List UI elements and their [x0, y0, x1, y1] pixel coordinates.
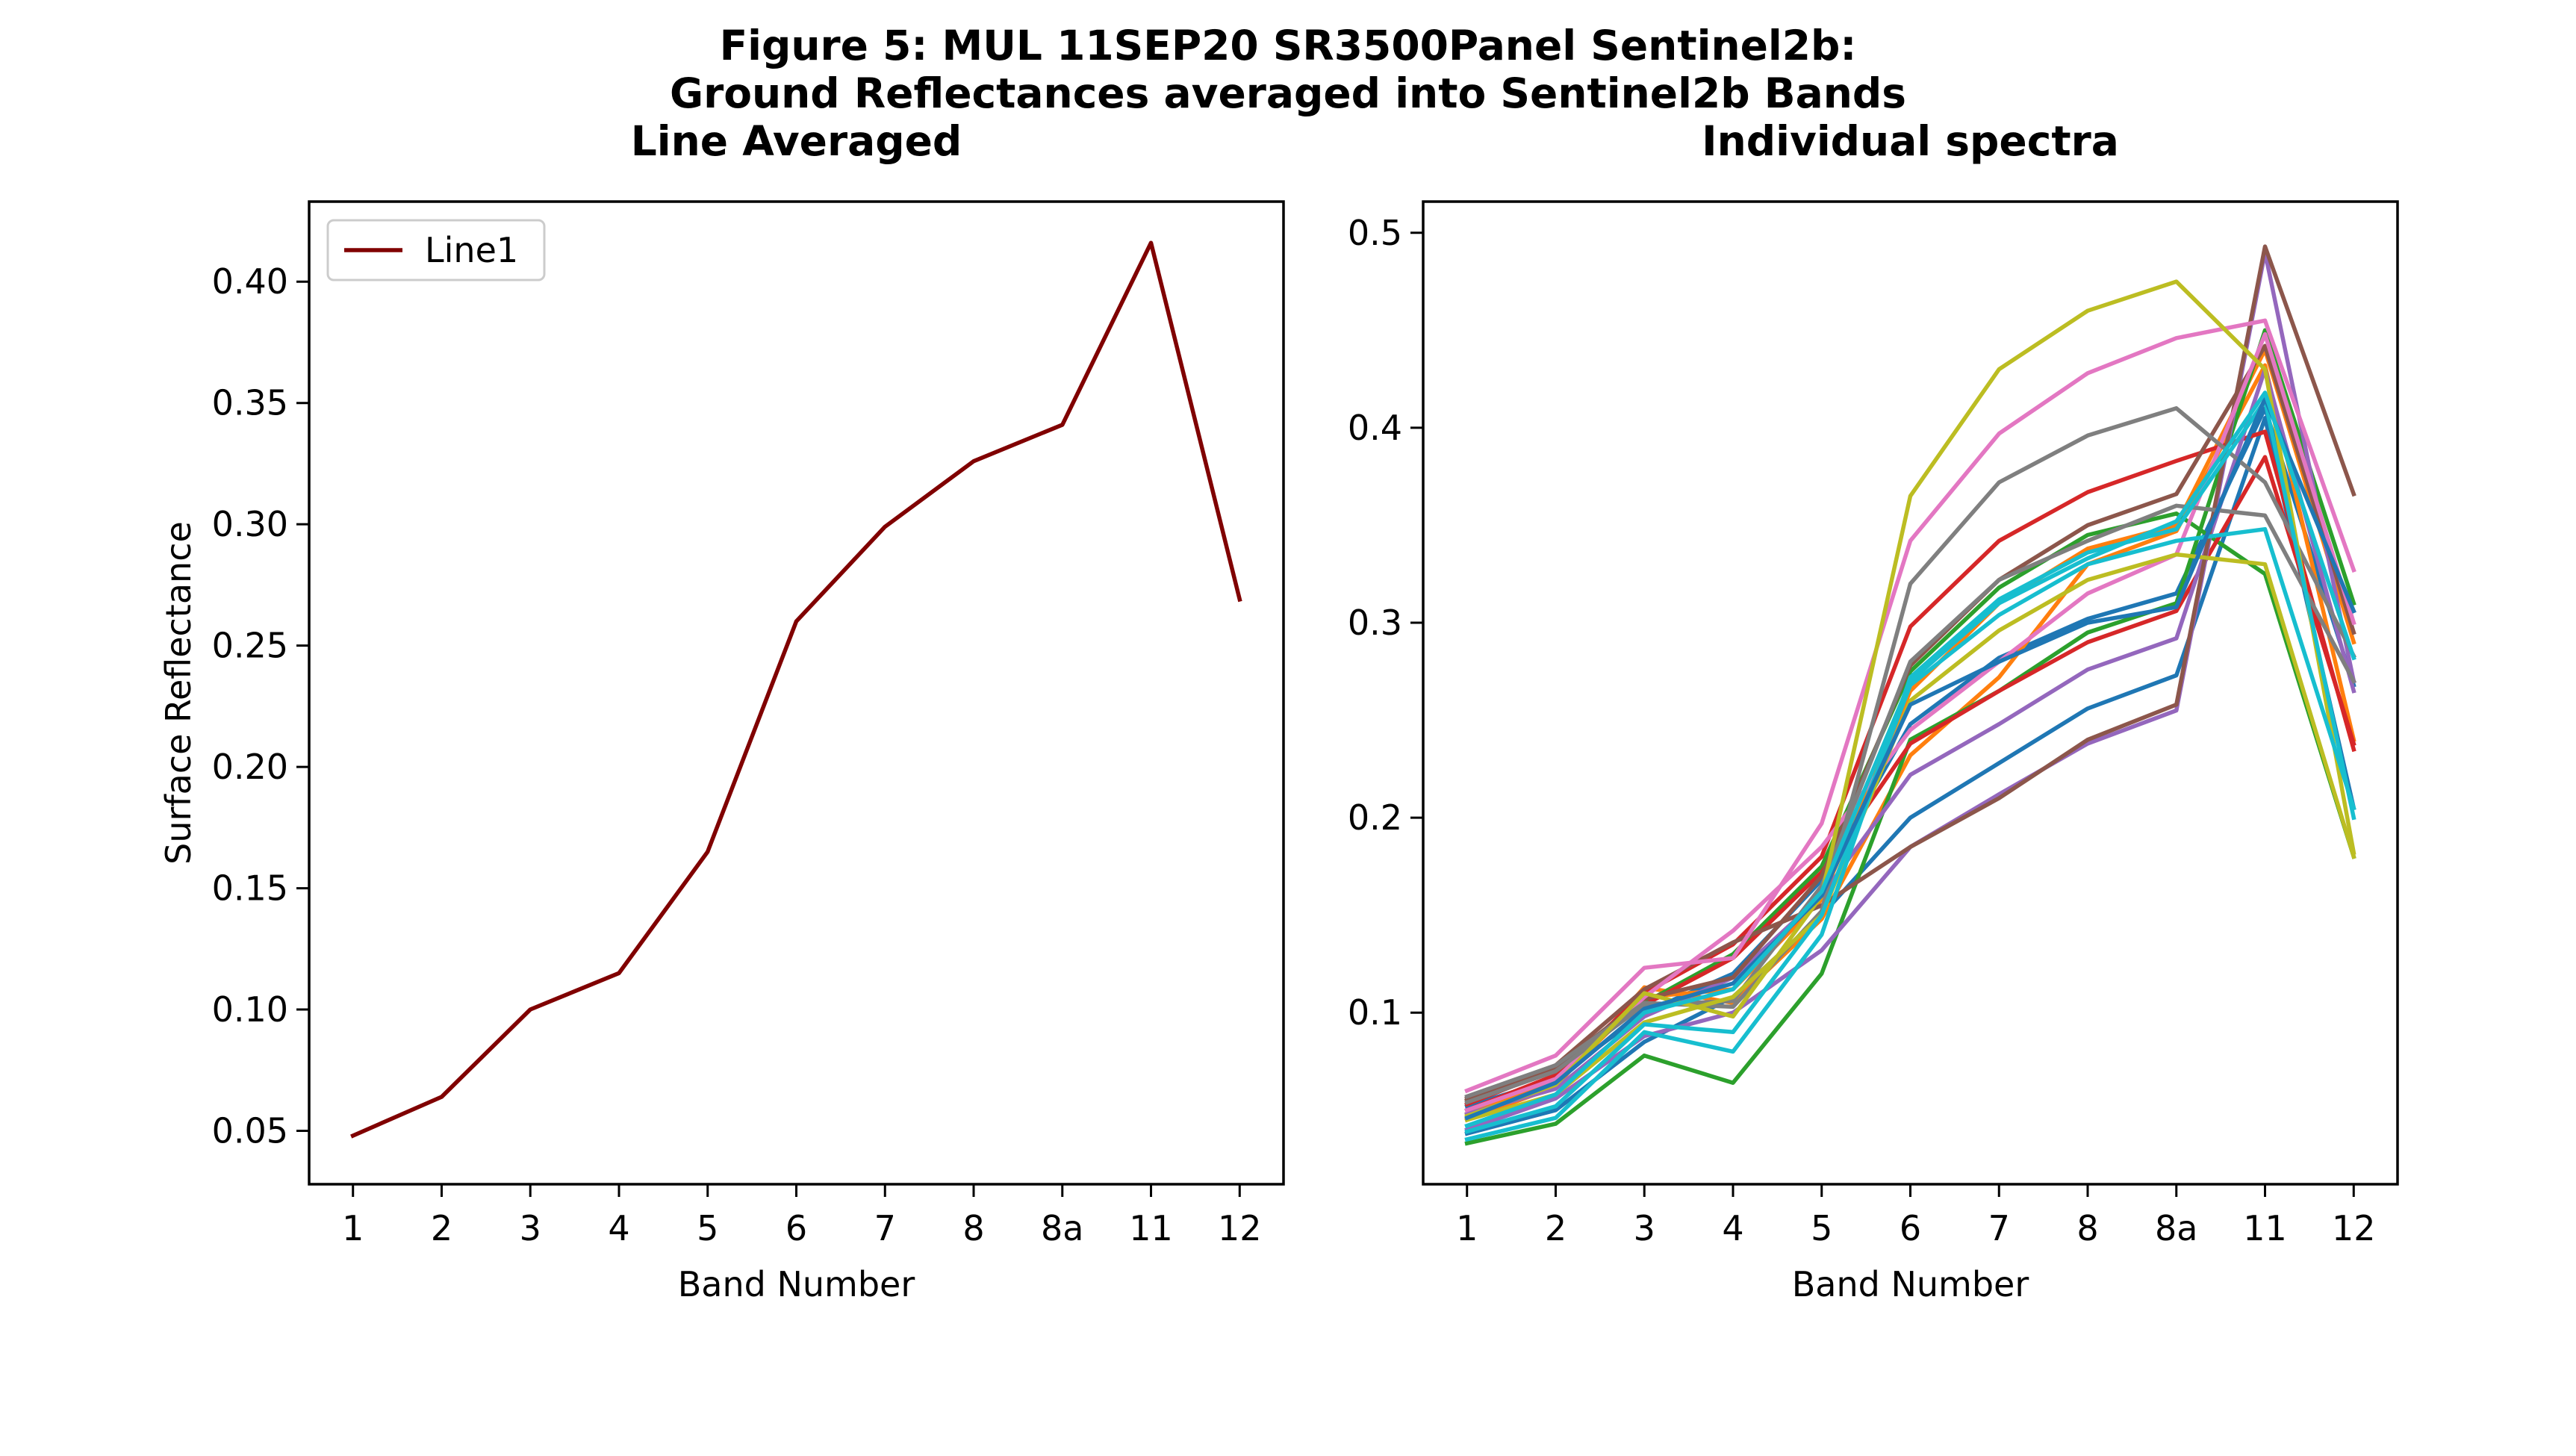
left-legend-box: [326, 219, 546, 281]
left-series-line-0: [350, 240, 1242, 1139]
right-x-tick-label: 2: [1545, 1208, 1567, 1248]
right-series-line-10: [1464, 244, 2356, 1104]
right-series-line-18: [1464, 398, 2356, 1142]
right-y-tick-label: 0.3: [1348, 603, 1402, 643]
right-x-tick-label: 8: [2076, 1208, 2098, 1248]
right-x-tick-label: 1: [1456, 1208, 1478, 1248]
left-x-tick-label: 8a: [1041, 1208, 1083, 1248]
left-x-tick-label: 8: [962, 1208, 984, 1248]
left-x-tick-label: 3: [520, 1208, 541, 1248]
right-y-tick-label: 0.1: [1348, 992, 1402, 1033]
right-series-line-12: [1464, 318, 2356, 1094]
right-series-line-17: [1464, 552, 2356, 1123]
left-x-tick-label: 5: [697, 1208, 718, 1248]
left-y-tick-label: 0.40: [212, 261, 288, 302]
left-y-tick-label: 0.05: [212, 1111, 288, 1151]
figure-title-line-2: Ground Reflectances averaged into Sentin…: [669, 69, 1907, 117]
right-x-tick-label: 4: [1722, 1208, 1743, 1248]
right-x-tick-label: 8a: [2155, 1208, 2197, 1248]
right-series-line-15: [1464, 503, 2357, 1105]
left-legend-label: Line1: [425, 230, 518, 270]
right-series-line-20: [1464, 396, 2356, 1121]
left-chart-group: 1 2 3 4 5 6 7 8 8a 11 120.050.100.150.200.250.300.…: [158, 200, 1285, 1304]
right-y-tick-label: 0.5: [1348, 213, 1402, 253]
left-y-axis-label: Surface Reflectance: [158, 521, 199, 865]
left-x-axis-label: Band Number: [678, 1264, 915, 1304]
right-x-tick-label: 6: [1900, 1208, 1921, 1248]
left-y-tick-label: 0.35: [212, 383, 288, 423]
left-y-tick-label: 0.10: [212, 989, 288, 1030]
left-y-tick-label: 0.25: [212, 626, 288, 666]
left-x-tick-label: 2: [431, 1208, 452, 1248]
right-x-tick-label: 7: [1988, 1208, 2010, 1248]
figure-title-line-1: Figure 5: MUL 11SEP20 SR3500Panel Sentin…: [719, 22, 1857, 69]
right-series-line-4: [1464, 328, 2356, 1146]
left-chart-title: Line Averaged: [630, 117, 962, 165]
left-x-tick-label: 7: [874, 1208, 896, 1248]
left-y-tick-label: 0.15: [212, 868, 288, 909]
left-x-tick-label: 12: [1218, 1208, 1262, 1248]
right-series-line-0: [1464, 416, 2356, 1136]
left-x-tick-label: 1: [342, 1208, 364, 1248]
right-x-tick-label: 5: [1811, 1208, 1832, 1248]
left-y-tick-label: 0.30: [212, 504, 288, 544]
left-y-tick-label: 0.20: [212, 747, 288, 787]
right-y-tick-label: 0.2: [1348, 797, 1402, 838]
left-x-tick-label: 6: [785, 1208, 807, 1248]
left-legend: Line1: [326, 219, 546, 281]
right-series-line-16: [1464, 279, 2356, 1119]
right-y-tick-label: 0.4: [1348, 408, 1402, 448]
left-x-tick-label: 11: [1129, 1208, 1173, 1248]
right-x-tick-label: 12: [2332, 1208, 2376, 1248]
left-plot-frame: [308, 200, 1285, 1186]
right-x-axis-label: Band Number: [1792, 1264, 2029, 1304]
right-x-tick-label: 3: [1634, 1208, 1655, 1248]
right-series-line-7: [1464, 455, 2356, 1107]
left-x-tick-label: 4: [608, 1208, 629, 1248]
right-x-tick-label: 11: [2243, 1208, 2287, 1248]
right-series-line-21: [1464, 391, 2356, 1129]
right-chart-title: Individual spectra: [1702, 117, 2119, 165]
